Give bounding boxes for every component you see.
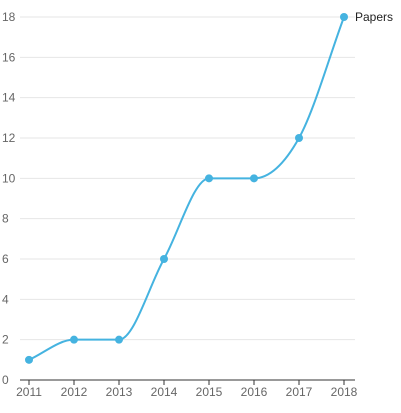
y-tick-label: 16	[2, 50, 16, 64]
series: Papers	[25, 10, 393, 364]
data-point	[160, 255, 168, 263]
x-tick-label: 2017	[286, 385, 313, 399]
series-label: Papers	[355, 10, 393, 24]
series-line	[28, 16, 345, 361]
data-point	[250, 174, 258, 183]
data-point	[25, 355, 33, 364]
gridlines	[20, 16, 355, 341]
data-point	[340, 13, 348, 21]
data-point	[70, 335, 78, 344]
y-tick-label: 0	[2, 373, 9, 387]
y-tick-label: 18	[2, 10, 16, 24]
y-tick-label: 14	[2, 91, 16, 105]
x-tick-label: 2018	[331, 385, 358, 399]
x-tick-label: 2014	[151, 385, 178, 399]
y-tick-label: 12	[2, 131, 16, 145]
data-point	[295, 134, 303, 142]
data-point	[205, 174, 213, 183]
y-tick-label: 8	[2, 212, 9, 226]
x-tick-label: 2016	[241, 385, 268, 399]
x-axis-ticks: 2011 2012 2013 2014 2015 2016 2017 2018	[16, 380, 358, 399]
data-point	[115, 335, 123, 344]
x-tick-label: 2013	[106, 385, 133, 399]
y-tick-label: 2	[2, 333, 9, 347]
x-tick-label: 2015	[196, 385, 223, 399]
y-tick-label: 10	[2, 171, 16, 185]
y-tick-label: 4	[2, 292, 9, 306]
x-tick-label: 2011	[16, 385, 42, 399]
y-axis-ticks: 0 2 4 6 8 10 12 14 16 18	[2, 10, 16, 387]
y-tick-label: 6	[2, 252, 9, 266]
x-tick-label: 2012	[61, 385, 88, 399]
